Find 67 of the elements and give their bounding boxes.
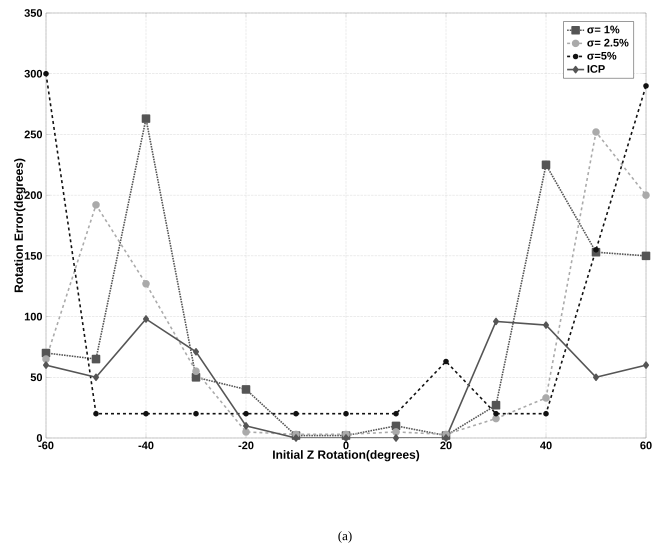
point [592, 128, 600, 136]
point [42, 348, 50, 358]
legend-label: σ= 1% [587, 26, 620, 34]
point [492, 318, 500, 326]
point [93, 410, 99, 417]
point [492, 414, 500, 422]
y-tick-label: 250 [24, 130, 42, 138]
point [242, 428, 250, 436]
point [492, 400, 500, 410]
point [343, 410, 349, 417]
point [143, 410, 149, 417]
x-tick-label: 20 [440, 442, 452, 450]
point [542, 321, 550, 329]
point [142, 114, 150, 123]
text: (a) [338, 531, 352, 543]
point [493, 410, 499, 417]
point [642, 361, 650, 369]
point [142, 315, 150, 323]
point [593, 246, 599, 253]
y-tick-label: 0 [36, 434, 42, 442]
x-tick-label: 60 [640, 442, 652, 450]
point [192, 367, 200, 376]
point [392, 428, 400, 436]
point [42, 361, 50, 369]
y-axis-title: Rotation Error(degrees) [14, 158, 26, 292]
y-tick-label: 150 [24, 252, 42, 260]
y-tick-label: 350 [24, 9, 42, 17]
x-tick-label: -40 [138, 442, 154, 450]
point [92, 373, 100, 382]
point [342, 434, 350, 442]
point [192, 372, 200, 382]
legend-label: ICP [588, 65, 605, 73]
y-tick-label: 100 [24, 312, 42, 320]
point [392, 434, 400, 442]
y-tick-label: 200 [24, 191, 42, 200]
point [193, 410, 199, 417]
x-tick-label: -20 [238, 442, 254, 450]
point [642, 191, 650, 199]
y-tick-label: 50 [30, 373, 42, 382]
x-tick-label: -60 [38, 442, 54, 450]
legend-label: σ=5% [587, 52, 616, 60]
point [92, 354, 100, 364]
point [443, 358, 449, 364]
x-tick-label: 0 [343, 442, 349, 450]
x-tick-label: 40 [540, 442, 552, 450]
point [42, 355, 50, 363]
point [542, 160, 550, 170]
point [293, 410, 299, 417]
y-tick-label: 300 [24, 70, 42, 78]
point [442, 434, 450, 442]
point [292, 434, 300, 442]
point [643, 83, 649, 89]
point [243, 410, 249, 417]
point [192, 348, 200, 356]
point [642, 252, 650, 260]
point [242, 422, 250, 430]
legend-label: σ= 2.5% [587, 38, 629, 47]
point [542, 394, 550, 402]
point [393, 410, 399, 417]
point [92, 201, 100, 209]
point [142, 280, 150, 288]
point [392, 422, 400, 430]
point [543, 410, 549, 417]
x-axis-title: Initial Z Rotation(degrees) [273, 450, 420, 462]
point [592, 373, 600, 382]
point [242, 385, 250, 394]
point [43, 70, 49, 77]
